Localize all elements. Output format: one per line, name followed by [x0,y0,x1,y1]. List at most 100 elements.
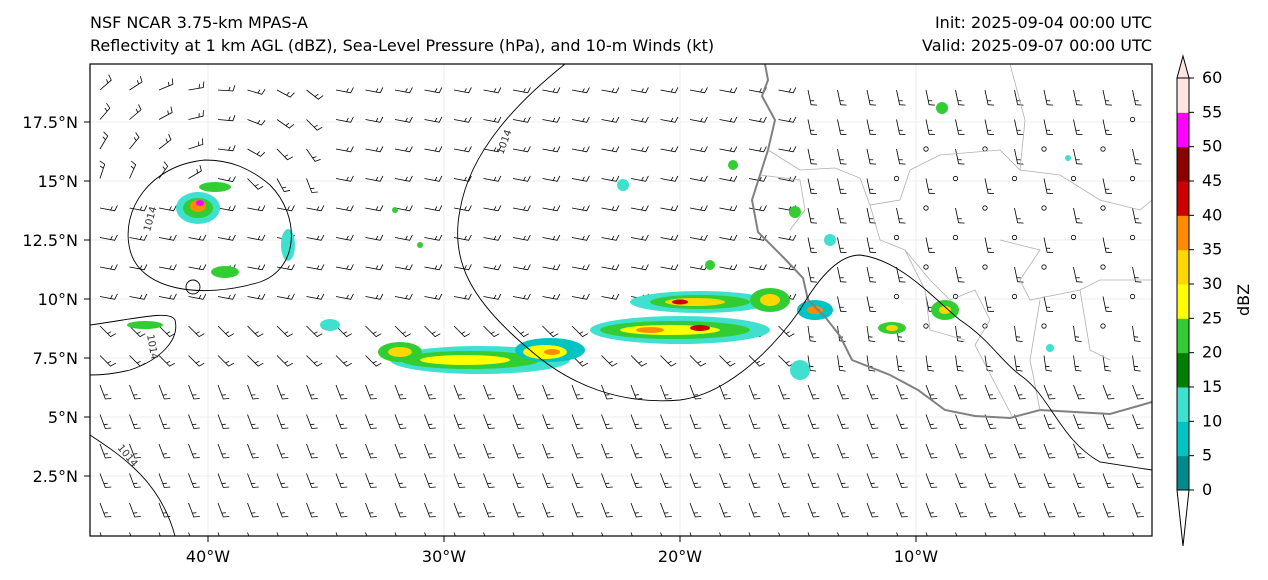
wind-barb [453,175,472,182]
wind-barb [866,237,877,253]
colorbar-segment [1177,215,1189,251]
wind-barb [188,355,205,367]
wind-barb [1102,237,1113,253]
wind-barb [571,264,590,271]
wind-barb [984,443,997,459]
wind-barb [601,355,618,367]
wind-barb [1043,384,1056,400]
wind-barb [129,132,140,150]
wind-barb [276,148,293,161]
wind-barb [424,443,436,459]
lat-label: 12.5°N [22,231,78,250]
wind-barb [719,264,738,271]
wind-barb [984,473,997,488]
wind-barb [896,414,908,429]
wind-barb [276,384,289,400]
wind-barb [1102,502,1115,518]
wind-barb [512,443,525,459]
wind-barb [1073,266,1083,283]
wind-barb [1102,443,1115,459]
wind-barb [689,414,702,429]
wind-barb [306,178,318,193]
wind-barb [660,205,679,212]
lon-label: 10°W [894,547,938,566]
wind-barb [689,116,708,123]
wind-barb [1132,355,1141,372]
colorbar-tick-label: 60 [1202,68,1222,87]
wind-barb [99,384,112,400]
wind-barb [778,473,790,488]
wind-barb [719,384,731,400]
wind-barb [188,81,205,91]
wind-barb [689,502,702,518]
wind-barb [453,116,472,123]
wind-barb [719,443,731,459]
wind-barb [896,384,908,400]
wind-barb [365,234,384,241]
wind-barb [276,355,293,367]
wind-barb [217,176,236,183]
wind-barb [424,293,443,300]
wind-barb [188,138,204,150]
calm-wind-marker [952,234,959,241]
wind-barb [306,443,318,459]
calm-wind-marker [1041,264,1047,270]
wind-barb [719,355,736,367]
colorbar-tick-label: 25 [1202,308,1222,327]
wind-barb [276,89,295,98]
init-time: Init: 2025-09-04 00:00 UTC [934,13,1152,32]
wind-barb [424,414,436,429]
colorbar-segment [1177,249,1189,285]
wind-barb [866,443,879,459]
wind-barb [630,87,649,94]
wind-barb [1073,148,1083,165]
wind-barb [1043,443,1056,459]
wind-barb [660,175,679,182]
wind-barb [807,178,818,194]
wind-barb [571,205,590,212]
wind-barb [542,443,554,459]
wind-barb [99,293,118,300]
wind-barb [483,87,502,94]
wind-barb [1014,325,1023,342]
wind-barb [1102,355,1112,372]
wind-barb [188,384,200,400]
wind-barb [335,293,354,300]
wind-barb [896,502,908,518]
colorbar-segment [1177,421,1189,457]
wind-barb [512,87,531,94]
colorbar-lower-extension [1176,489,1190,547]
wind-barb [335,116,354,123]
wind-barb [748,443,761,459]
plot-frame [89,63,1153,537]
wind-barb [512,234,531,241]
wind-barb [217,293,236,300]
wind-barb [748,116,767,123]
wind-barb [276,205,295,212]
wind-barb [247,355,264,367]
lat-label: 15°N [38,172,78,191]
wind-barb [306,293,325,300]
wind-barb [188,110,204,120]
wind-barb [424,175,443,182]
wind-barb [866,178,877,194]
wind-barb [689,87,708,94]
wind-barb [571,175,590,182]
wind-barb [483,384,495,400]
colorbar-tick-label: 15 [1202,377,1222,396]
wind-barb [630,234,649,241]
wind-barb [188,264,207,271]
calm-wind-marker [893,175,900,182]
wind-barb [896,443,908,459]
colorbar-segment [1177,146,1189,182]
wind-barb [512,414,525,429]
calm-wind-marker [952,175,959,182]
wind-barb [955,473,967,488]
wind-barb [807,237,818,253]
wind-barb [660,87,679,94]
wind-barb [719,175,738,182]
wind-barb [247,443,259,459]
wind-barb [837,266,847,283]
wind-barb [335,443,348,459]
wind-barb [837,473,849,488]
